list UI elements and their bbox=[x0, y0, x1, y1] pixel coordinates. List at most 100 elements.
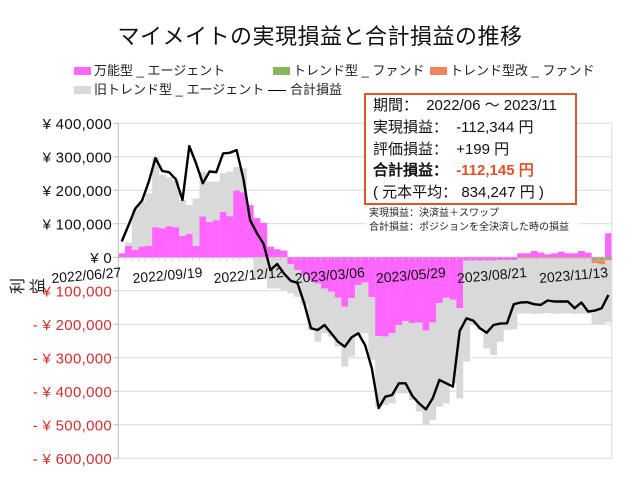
bar-segment bbox=[422, 330, 430, 425]
bar-segment bbox=[300, 257, 308, 276]
bar-segment bbox=[584, 258, 592, 314]
x-tick-labels: 2022/06/27 2022/09/19 2022/12/12 2023/03/06… bbox=[51, 264, 609, 286]
legend-item-trend-kai-fund: トレンド型改 _ ファンド bbox=[430, 63, 594, 79]
bar-segment bbox=[131, 249, 139, 258]
total-pnl-line bbox=[120, 144, 610, 411]
bar-segment bbox=[476, 257, 484, 261]
bar-segment bbox=[273, 257, 281, 289]
bar-segment bbox=[131, 209, 139, 250]
bar-segment bbox=[212, 220, 220, 258]
bar-segment bbox=[469, 260, 477, 325]
total-row: 合計損益： -112,145 円 bbox=[373, 160, 575, 182]
bar-segment bbox=[192, 198, 200, 246]
period-value: 2022/06 ～ 2023/11 bbox=[426, 97, 557, 114]
bar-segment bbox=[564, 257, 572, 259]
bar-segment bbox=[510, 257, 518, 260]
bar-segment bbox=[402, 320, 410, 394]
bar-segment bbox=[557, 257, 565, 259]
legend-item-bannou-agent: 万能型 _ エージェント bbox=[74, 63, 225, 79]
bar-segment bbox=[314, 283, 322, 342]
bar-segment bbox=[287, 257, 295, 264]
unrealized-value: +199 円 bbox=[456, 140, 510, 158]
bar-segment bbox=[537, 252, 545, 258]
bar-segment bbox=[449, 299, 457, 384]
bar-segment bbox=[605, 257, 612, 259]
bar-segment bbox=[415, 257, 423, 323]
bar-segment bbox=[503, 259, 511, 330]
bar-segment bbox=[395, 324, 403, 394]
legend-swatch-orange bbox=[430, 67, 447, 75]
bar-segment bbox=[233, 190, 241, 258]
bar-segment bbox=[152, 227, 160, 258]
bar-segment bbox=[158, 174, 166, 229]
bar-segment bbox=[510, 259, 518, 330]
bar-segment bbox=[199, 216, 207, 258]
bar-segment bbox=[334, 257, 342, 298]
notes: 実現損益：決済益＋スワップ 合計損益：ポジションを全決済した時の損益 bbox=[366, 207, 579, 235]
y-tick-label: - ¥ 300,000 bbox=[33, 350, 112, 367]
bar-segment bbox=[550, 253, 558, 258]
bar-segment bbox=[483, 257, 491, 261]
bar-segment bbox=[307, 280, 315, 330]
bar-segment bbox=[578, 258, 585, 314]
y-tick-label: ¥ 300,000 bbox=[42, 149, 112, 166]
bar-segment bbox=[598, 264, 606, 324]
bar-segment bbox=[219, 173, 227, 212]
y-tick-labels: ¥ 400,000 ¥ 300,000 ¥ 200,000 ¥ 100,000 ¥ 0 -… bbox=[33, 116, 112, 468]
x-tick-label: 2023/05/29 bbox=[375, 264, 446, 286]
bar-segment bbox=[165, 177, 173, 227]
bar-segment bbox=[118, 253, 126, 258]
y-tick-label: - ¥ 500,000 bbox=[33, 417, 112, 434]
bar-segment bbox=[307, 257, 315, 281]
note-total: 合計損益：ポジションを全決済した時の損益 bbox=[369, 222, 569, 233]
bar-segment bbox=[138, 246, 146, 258]
bar-segment bbox=[185, 233, 193, 258]
legend-item-old-trend-agent: 旧トレンド型 _ エージェント bbox=[74, 82, 264, 98]
bar-segment bbox=[598, 260, 606, 265]
bar-segment bbox=[517, 258, 525, 314]
bar-series bbox=[118, 157, 612, 425]
y-tick-label: - ¥ 100,000 bbox=[33, 283, 112, 300]
realized-value: -112,344 円 bbox=[456, 118, 534, 136]
legend-swatch-gray bbox=[74, 86, 91, 94]
bar-segment bbox=[354, 257, 362, 286]
legend-label: 万能型 _ エージェント bbox=[94, 63, 226, 78]
bar-segment bbox=[408, 257, 416, 324]
bar-segment bbox=[158, 228, 166, 258]
legend-label: 合計損益 bbox=[290, 82, 343, 97]
summary-box: 期間： 2022/06 ～ 2023/11 実現損益： -112,344 円 評… bbox=[364, 93, 577, 205]
bar-segment bbox=[165, 226, 173, 258]
y-tick-label: - ¥ 200,000 bbox=[33, 317, 112, 334]
bar-segment bbox=[530, 258, 538, 314]
bar-segment bbox=[125, 245, 132, 258]
bar-segment bbox=[436, 303, 443, 407]
x-tick-label: 2023/03/06 bbox=[294, 264, 365, 286]
bar-segment bbox=[300, 275, 308, 305]
bar-segment bbox=[591, 263, 599, 324]
bar-segment bbox=[537, 258, 545, 314]
bar-segment bbox=[152, 157, 160, 228]
bar-segment bbox=[564, 258, 572, 314]
bar-segment bbox=[361, 257, 369, 283]
chart-title: マイメイトの実現損益と合計損益の推移 bbox=[117, 24, 523, 49]
bar-segment bbox=[395, 257, 403, 325]
axes bbox=[113, 122, 613, 459]
y-tick-label: ¥ 0 bbox=[89, 250, 112, 267]
bar-segment bbox=[578, 257, 585, 259]
bar-segment bbox=[564, 253, 572, 258]
y-axis-title: 利益 bbox=[10, 278, 47, 295]
bar-segment bbox=[375, 257, 383, 337]
bar-segment bbox=[591, 260, 599, 263]
bar-segment bbox=[334, 297, 342, 347]
bar-segment bbox=[490, 260, 498, 356]
bar-segment bbox=[321, 288, 329, 334]
bar-segment bbox=[557, 251, 565, 258]
bar-segment bbox=[246, 205, 254, 258]
bar-segment bbox=[206, 221, 214, 258]
bar-segment bbox=[483, 260, 491, 349]
y-tick-label: ¥ 400,000 bbox=[42, 116, 112, 133]
bar-segment bbox=[267, 257, 274, 289]
bar-segment bbox=[523, 257, 531, 259]
bar-segment bbox=[578, 250, 585, 258]
bar-segment bbox=[388, 333, 396, 404]
